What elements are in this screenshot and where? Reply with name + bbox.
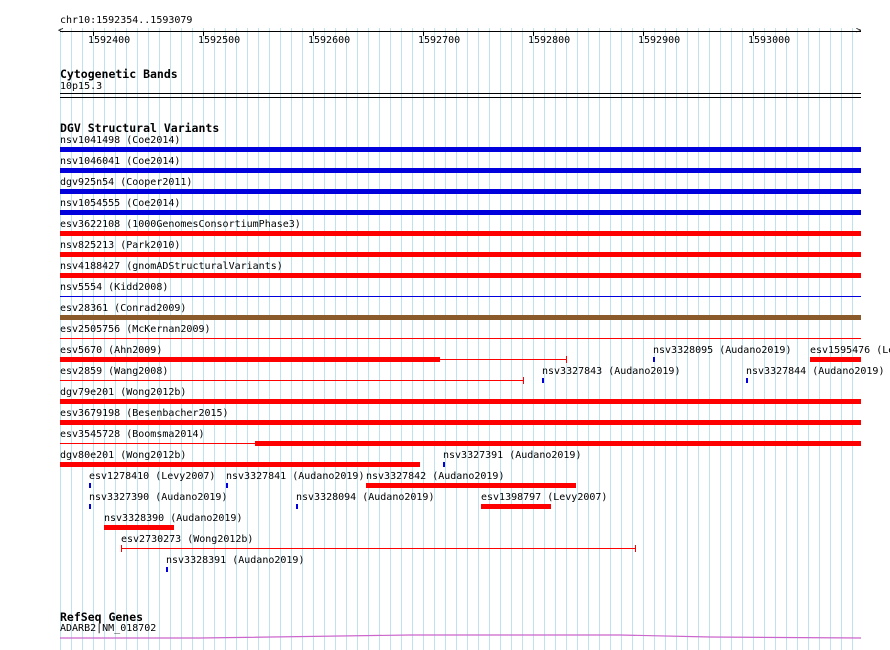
feature-bar[interactable] xyxy=(60,210,861,215)
feature-label: esv2730273 (Wong2012b) xyxy=(121,534,254,545)
feature-label: dgv80e201 (Wong2012b) xyxy=(60,450,187,461)
feature-label: nsv3327391 (Audano2019) xyxy=(443,450,582,461)
feature-end-cap xyxy=(566,356,567,363)
track-title-refseq[interactable]: RefSeq Genes xyxy=(60,610,144,624)
feature-label: nsv1046041 (Coe2014) xyxy=(60,156,181,167)
feature-label: nsv3327841 (Audano2019) xyxy=(226,471,365,482)
feature-bar[interactable] xyxy=(60,168,861,173)
feature-label: esv5670 (Ahn2009) xyxy=(60,345,163,356)
ruler-tick-label: 1592900 xyxy=(638,35,681,46)
feature-bar[interactable] xyxy=(60,315,861,320)
ruler-tick-label: 1592800 xyxy=(528,35,571,46)
feature-bar[interactable] xyxy=(296,504,298,509)
feature-bar[interactable] xyxy=(60,357,440,362)
feature-bar[interactable] xyxy=(60,399,861,404)
feature-label: nsv3327390 (Audano2019) xyxy=(89,492,228,503)
scroll-left-arrow-icon[interactable]: < xyxy=(58,26,64,36)
feature-line[interactable] xyxy=(60,380,523,381)
ruler-tick-label: 1592500 xyxy=(198,35,241,46)
feature-label: dgv925n54 (Cooper2011) xyxy=(60,177,193,188)
feature-label: esv28361 (Conrad2009) xyxy=(60,303,187,314)
feature-bar[interactable] xyxy=(60,252,861,257)
feature-bar[interactable] xyxy=(104,525,174,530)
feature-bar[interactable] xyxy=(255,441,861,446)
feature-label: nsv3327843 (Audano2019) xyxy=(542,366,681,377)
feature-label: esv1595476 (Le xyxy=(810,345,890,356)
ruler-tick-label: 1592700 xyxy=(418,35,461,46)
feature-bar[interactable] xyxy=(60,462,420,467)
feature-label: esv2505756 (McKernan2009) xyxy=(60,324,211,335)
feature-bar[interactable] xyxy=(60,420,861,425)
feature-label: esv1278410 (Levy2007) xyxy=(89,471,216,482)
feature-bar[interactable] xyxy=(542,378,544,383)
feature-bar[interactable] xyxy=(89,504,91,509)
feature-label: nsv3327844 (Audano2019) xyxy=(746,366,885,377)
feature-line xyxy=(60,443,255,444)
feature-label: nsv3328390 (Audano2019) xyxy=(104,513,243,524)
location-label: chr10:1592354..1593079 xyxy=(60,15,193,26)
feature-bar[interactable] xyxy=(653,357,655,362)
feature-label: nsv3327842 (Audano2019) xyxy=(366,471,505,482)
feature-label: nsv1041498 (Coe2014) xyxy=(60,135,181,146)
gene-label: ADARB2|NM_018702 xyxy=(60,623,157,634)
feature-bar[interactable] xyxy=(60,189,861,194)
feature-label: nsv825213 (Park2010) xyxy=(60,240,181,251)
feature-bar[interactable] xyxy=(166,567,168,572)
feature-line[interactable] xyxy=(60,296,861,297)
cytoband-line[interactable] xyxy=(60,93,861,94)
feature-label: nsv3328094 (Audano2019) xyxy=(296,492,435,503)
feature-bar[interactable] xyxy=(366,483,576,488)
track-title-cytobands[interactable]: Cytogenetic Bands xyxy=(60,67,178,81)
ruler-tick-label: 1593000 xyxy=(748,35,791,46)
feature-end-cap xyxy=(523,377,524,384)
feature-bar[interactable] xyxy=(746,378,748,383)
feature-bar[interactable] xyxy=(443,462,445,467)
feature-line[interactable] xyxy=(60,338,861,339)
feature-label: esv3679198 (Besenbacher2015) xyxy=(60,408,229,419)
feature-label: nsv3328391 (Audano2019) xyxy=(166,555,305,566)
feature-bar[interactable] xyxy=(810,357,861,362)
feature-label: nsv5554 (Kidd2008) xyxy=(60,282,169,293)
feature-line[interactable] xyxy=(121,548,635,549)
feature-bar[interactable] xyxy=(60,231,861,236)
feature-label: dgv79e201 (Wong2012b) xyxy=(60,387,187,398)
feature-bar[interactable] xyxy=(89,483,91,488)
feature-label: nsv4188427 (gnomADStructuralVariants) xyxy=(60,261,283,272)
feature-label: nsv3328095 (Audano2019) xyxy=(653,345,792,356)
feature-bar[interactable] xyxy=(60,147,861,152)
feature-label: nsv1054555 (Coe2014) xyxy=(60,198,181,209)
feature-bar[interactable] xyxy=(60,273,861,278)
feature-line xyxy=(440,359,566,360)
cytoband-line xyxy=(60,97,861,98)
feature-label: esv3545728 (Boomsma2014) xyxy=(60,429,205,440)
feature-label: esv3622108 (1000GenomesConsortiumPhase3) xyxy=(60,219,301,230)
feature-bar[interactable] xyxy=(481,504,551,509)
cytoband-label: 10p15.3 xyxy=(60,81,103,92)
track-title-dgv[interactable]: DGV Structural Variants xyxy=(60,121,220,135)
ruler-tick-label: 1592600 xyxy=(308,35,351,46)
gene-model[interactable] xyxy=(60,632,861,642)
feature-bar[interactable] xyxy=(226,483,228,488)
feature-label: esv2859 (Wang2008) xyxy=(60,366,169,377)
feature-end-cap xyxy=(635,545,636,552)
ruler-axis xyxy=(60,31,861,32)
scroll-right-arrow-icon[interactable]: > xyxy=(856,26,862,36)
ruler-tick-label: 1592400 xyxy=(88,35,131,46)
feature-label: esv1398797 (Levy2007) xyxy=(481,492,608,503)
